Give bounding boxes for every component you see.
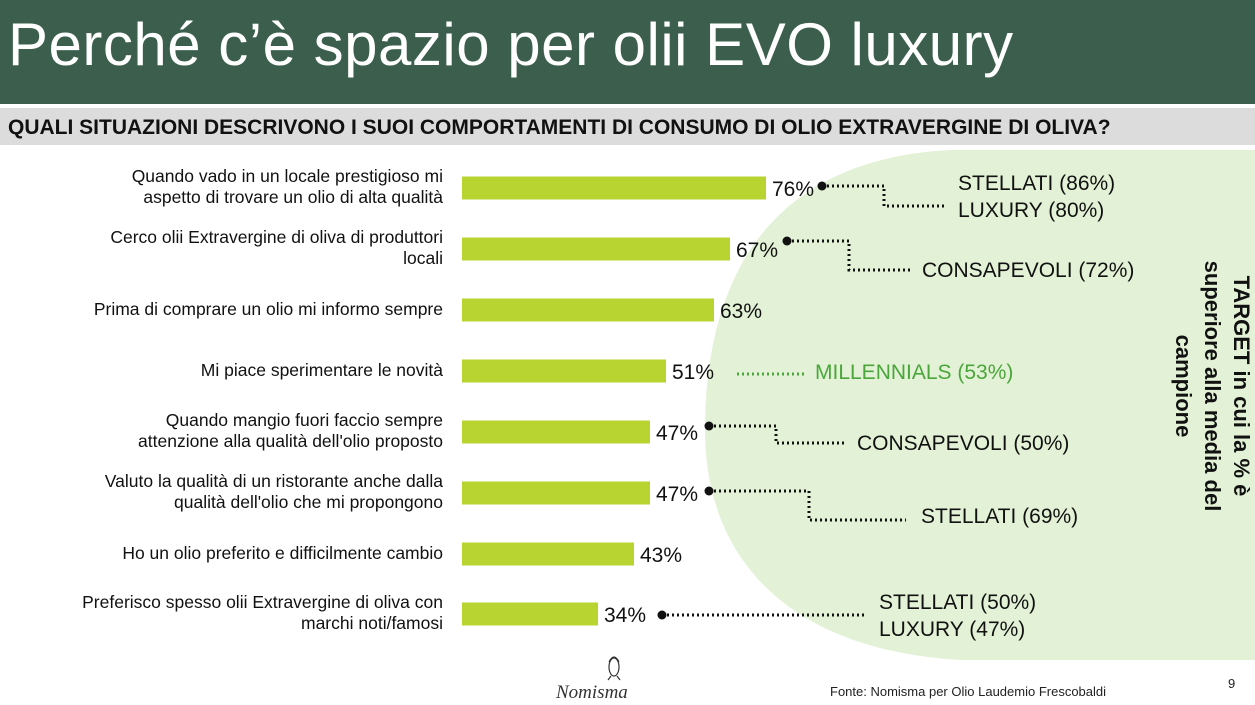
category-label: Ho un olio preferito e difficilmente cam… bbox=[13, 543, 443, 564]
page-title: Perché c’è spazio per olii EVO luxury bbox=[8, 11, 1014, 78]
category-label-line: marchi noti/famosi bbox=[301, 613, 443, 633]
bar-value-label: 76% bbox=[772, 178, 814, 201]
target-caption: TARGET in cui la % è superiore alla medi… bbox=[1171, 260, 1254, 512]
connector-line bbox=[709, 424, 845, 445]
connector-dot bbox=[704, 421, 714, 431]
connector-line bbox=[822, 184, 944, 208]
bar-value-label: 67% bbox=[736, 239, 778, 262]
connector-line bbox=[787, 239, 910, 272]
subtitle-bar bbox=[0, 108, 1255, 145]
bar-value-label: 34% bbox=[604, 604, 646, 627]
target-highlight-area bbox=[705, 150, 1255, 660]
bar-value-label: 51% bbox=[672, 361, 714, 384]
bar bbox=[462, 481, 650, 505]
nomisma-logo: Nomisma bbox=[555, 656, 628, 702]
category-label: Mi piace sperimentare le novità bbox=[13, 360, 443, 381]
connector-dot bbox=[817, 181, 827, 191]
target-label: STELLATI (86%) LUXURY (80%) bbox=[958, 170, 1115, 224]
target-label: CONSAPEVOLI (72%) bbox=[922, 257, 1134, 284]
connector-dot bbox=[704, 486, 714, 496]
category-label-line: Mi piace sperimentare le novità bbox=[200, 359, 443, 380]
category-label: Valuto la qualità di un ristorante anche… bbox=[13, 471, 443, 513]
category-label-line: Valuto la qualità di un ristorante anche… bbox=[104, 471, 443, 491]
bar bbox=[462, 602, 598, 626]
category-label: Quando mangio fuori faccio sempre attenzi… bbox=[13, 410, 443, 452]
bar bbox=[462, 298, 714, 322]
target-label: STELLATI (69%) bbox=[921, 503, 1078, 530]
category-label-line: Quando mangio fuori faccio sempre bbox=[165, 410, 443, 430]
category-label-line: Quando vado in un locale prestigioso mi bbox=[131, 166, 443, 186]
target-label-line: STELLATI (50%) bbox=[879, 591, 1037, 614]
category-label-line: aspetto di trovare un olio di alta quali… bbox=[143, 187, 443, 207]
bar-value-label: 63% bbox=[720, 300, 762, 323]
connector-dot bbox=[782, 236, 792, 246]
category-label: Quando vado in un locale prestigioso mi a… bbox=[13, 166, 443, 208]
bar bbox=[462, 176, 766, 200]
chart-question: QUALI SITUAZIONI DESCRIVONO I SUOI COMPO… bbox=[8, 116, 1111, 139]
target-label-line: CONSAPEVOLI (72%) bbox=[922, 259, 1135, 282]
target-label-line: CONSAPEVOLI (50%) bbox=[857, 432, 1070, 455]
source-note: Fonte: Nomisma per Olio Laudemio Frescob… bbox=[830, 684, 1107, 699]
target-label-line: STELLATI (69%) bbox=[921, 505, 1079, 528]
target-label: STELLATI (50%) LUXURY (47%) bbox=[879, 589, 1036, 643]
category-label-line: Cerco olii Extravergine di oliva di prod… bbox=[110, 227, 443, 247]
bar bbox=[462, 542, 634, 566]
bar-value-label: 47% bbox=[656, 422, 698, 445]
header-bar bbox=[0, 0, 1255, 104]
bar-value-label: 43% bbox=[640, 544, 682, 567]
target-label-line: MILLENNIALS (53%) bbox=[815, 361, 1014, 384]
category-label: Cerco olii Extravergine di oliva di prod… bbox=[13, 227, 443, 269]
connector-line bbox=[709, 489, 906, 522]
category-label-line: locali bbox=[403, 248, 443, 268]
target-label-line: LUXURY (47%) bbox=[879, 618, 1026, 641]
bar bbox=[462, 420, 650, 444]
target-label: CONSAPEVOLI (50%) bbox=[857, 430, 1069, 457]
target-label-line: LUXURY (80%) bbox=[958, 199, 1105, 222]
category-label: Preferisco spesso olii Extravergine di o… bbox=[13, 592, 443, 634]
bar bbox=[462, 359, 666, 383]
category-label-line: attenzione alla qualità dell'olio propos… bbox=[138, 431, 443, 451]
target-label: MILLENNIALS (53%) bbox=[815, 359, 1013, 386]
category-label-line: Ho un olio preferito e difficilmente cam… bbox=[122, 542, 443, 563]
page-number: 9 bbox=[1228, 676, 1236, 691]
category-label-line: qualità dell'olio che mi propongono bbox=[174, 492, 443, 512]
category-label: Prima di comprare un olio mi informo sem… bbox=[13, 299, 443, 320]
bar bbox=[462, 237, 730, 261]
bar-value-label: 47% bbox=[656, 483, 698, 506]
logo-text: Nomisma bbox=[555, 682, 628, 702]
connector-dot bbox=[657, 610, 667, 620]
target-label-line: STELLATI (86%) bbox=[958, 172, 1116, 195]
category-label-line: Prima di comprare un olio mi informo sem… bbox=[93, 298, 443, 319]
category-label-line: Preferisco spesso olii Extravergine di o… bbox=[82, 592, 443, 612]
